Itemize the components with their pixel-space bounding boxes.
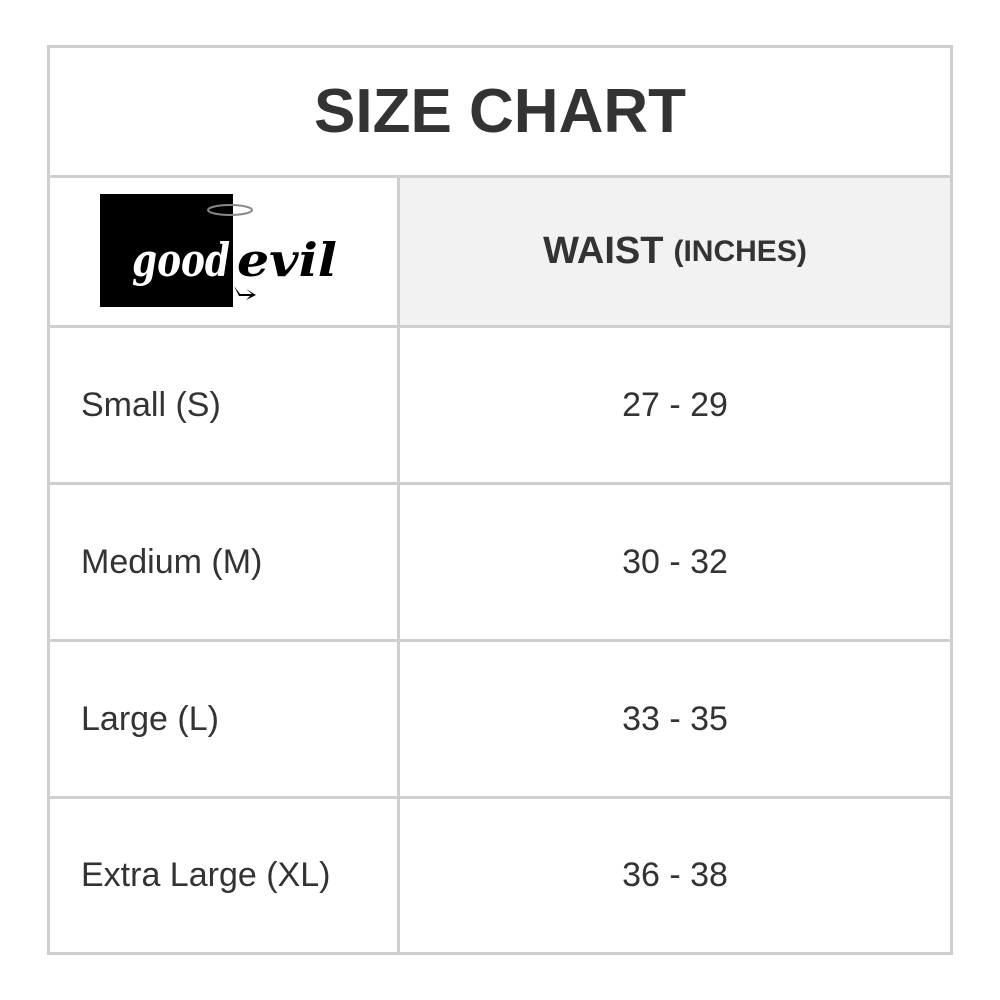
table-row: Large (L) 33 - 35 [50,642,950,799]
svg-text:good: good [132,233,230,287]
waist-cell: 36 - 38 [622,856,728,894]
size-cell: Small (S) [50,328,400,482]
waist-cell: 27 - 29 [622,385,728,424]
logo-cell: good evil [50,178,400,325]
unit-label: (INCHES) [673,234,807,268]
size-cell: Large (L) [50,642,400,796]
table-row: Extra Large (XL) 36 - 38 [50,799,950,952]
svg-text:evil: evil [237,233,337,287]
table-header-row: good evil WAIST (INCHES) [50,178,950,328]
goodevil-logo: good evil [100,194,337,307]
waist-header: WAIST (INCHES) [400,178,950,325]
waist-label: WAIST [543,230,664,272]
table-row: Medium (M) 30 - 32 [50,485,950,642]
waist-cell: 30 - 32 [622,542,728,581]
size-cell: Medium (M) [50,485,400,639]
waist-cell: 33 - 35 [622,699,728,738]
page-title: SIZE CHART [50,48,950,178]
table-row: Small (S) 27 - 29 [50,328,950,485]
size-cell: Extra Large (XL) [50,799,400,952]
size-chart-table: SIZE CHART good evil WAIST (INCHES) Smal… [47,45,953,955]
